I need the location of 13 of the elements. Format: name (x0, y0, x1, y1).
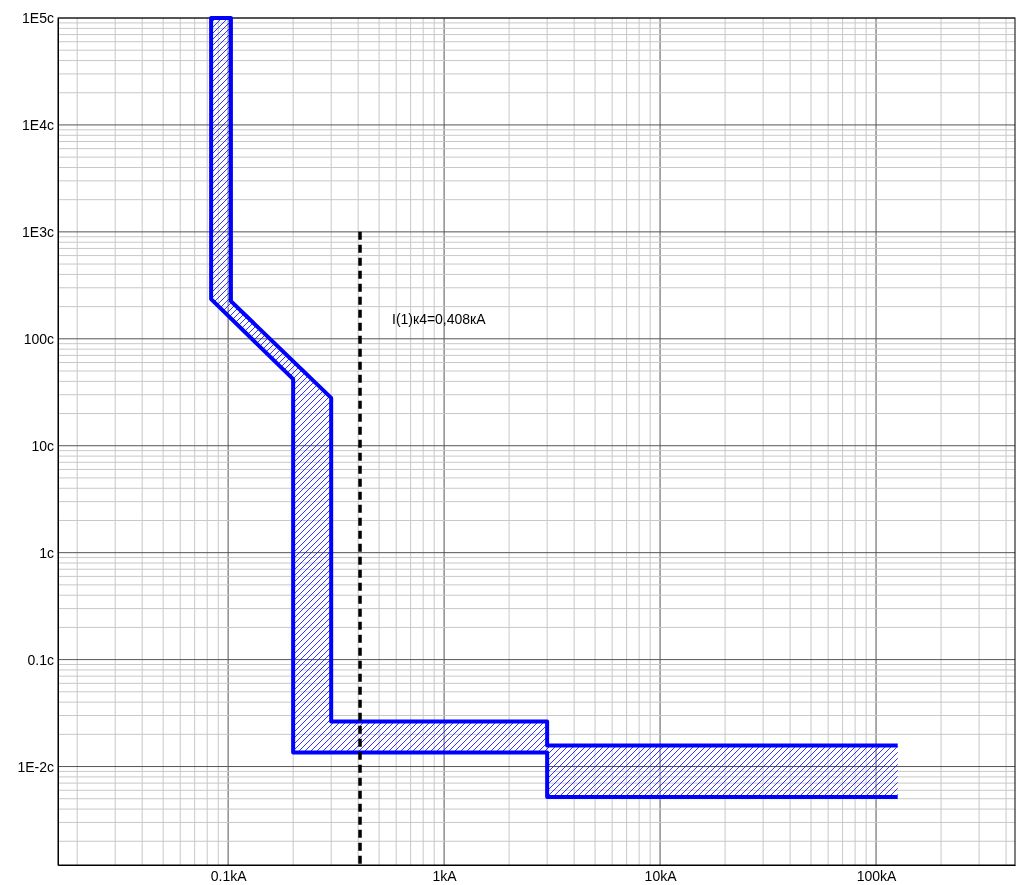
x-tick-label: 10kA (644, 867, 678, 884)
y-tick-label: 100c (23, 330, 54, 347)
y-tick-label: 1E5c (22, 9, 54, 26)
x-tick-label: 1kA (432, 867, 458, 884)
y-tick-label: 10c (31, 437, 54, 454)
annotation: I(1)к4=0,408кА (392, 311, 487, 327)
y-tick-label: 1E3c (22, 223, 54, 240)
y-tick-label: 1E-2c (17, 758, 54, 775)
x-tick-label: 100kA (856, 867, 898, 884)
y-tick-label: 0.1c (27, 651, 54, 668)
x-tick-label: 0.1kA (210, 867, 248, 884)
y-tick-label: 1E4c (22, 116, 54, 133)
y-tick-label: 1c (39, 544, 54, 561)
